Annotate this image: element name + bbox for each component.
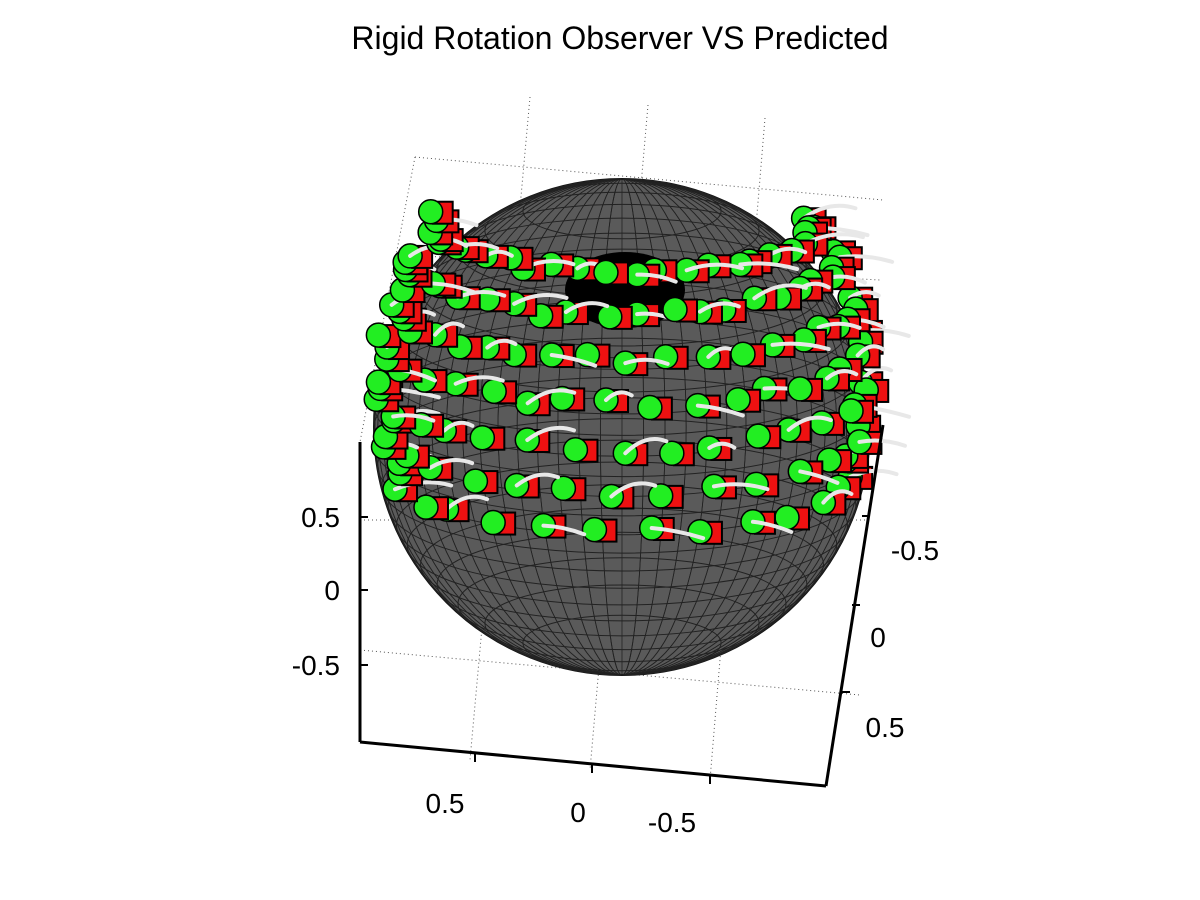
observed-marker [365, 322, 392, 348]
rotation-trace [549, 353, 598, 368]
observed-marker [469, 424, 496, 451]
observed-marker [637, 394, 663, 421]
observed-marker [462, 468, 489, 494]
y-tick-label: -0.5 [891, 535, 939, 566]
rotation-trace [433, 321, 465, 337]
rotation-trace [786, 415, 833, 432]
rotation-trace [649, 526, 706, 541]
observed-marker [730, 341, 756, 367]
observed-marker [365, 369, 392, 395]
observed-marker [687, 519, 713, 545]
observed-marker [659, 440, 685, 467]
observed-marker [597, 304, 623, 330]
y-tick-label: 0 [870, 622, 886, 653]
rotation-trace [444, 494, 490, 512]
rotation-trace [525, 426, 576, 443]
rotation-trace [391, 413, 436, 423]
chart-title: Rigid Rotation Observer VS Predicted [351, 20, 889, 56]
observed-marker [662, 296, 688, 323]
observed-marker [562, 436, 589, 463]
rotation-trace [485, 338, 518, 350]
rotation-trace [431, 281, 477, 295]
x-tick-label: -0.5 [648, 807, 696, 838]
rotation-trace [798, 469, 840, 485]
z-tick-label: 0.5 [301, 502, 340, 533]
x-tick-label: 0.5 [426, 788, 465, 819]
tick-marks [360, 515, 870, 784]
rotation-trace [541, 523, 587, 537]
rotation-trace [697, 301, 741, 314]
rotation-trace [752, 283, 808, 301]
rotation-trace [855, 344, 886, 358]
rotation-trace [711, 482, 770, 492]
rotation-trace [442, 420, 475, 433]
x-tick-label: 0 [570, 797, 586, 828]
rotation-trace [857, 438, 907, 448]
observed-marker [838, 398, 864, 424]
rotation-trace [848, 290, 881, 300]
data-markers [363, 198, 912, 545]
rotation-trace [635, 272, 678, 284]
rotation-trace [428, 458, 475, 470]
rotation-trace [623, 357, 670, 366]
observed-marker [550, 475, 577, 501]
rotation-trace [684, 262, 745, 273]
rotation-trace [707, 441, 737, 450]
z-tick-label: 0 [324, 575, 340, 606]
rotation-trace [821, 489, 854, 505]
observed-marker [481, 378, 507, 405]
rotation-trace [738, 261, 800, 272]
rotation-trace [830, 274, 867, 285]
rotation-trace [514, 472, 560, 488]
rotation-trace [848, 468, 899, 479]
rotation-trace [623, 437, 669, 456]
observed-marker [725, 386, 751, 413]
rotation-trace [750, 519, 794, 534]
sphere-mesh-ring [436, 531, 808, 637]
grid-line [359, 156, 416, 443]
y-tick-label: 0.5 [866, 712, 905, 743]
rotation-trace [604, 390, 634, 403]
observed-marker [581, 516, 608, 543]
sphere-mesh-ring [387, 439, 857, 572]
observed-marker [745, 423, 771, 449]
observed-marker [413, 494, 439, 520]
z-tick-label: -0.5 [292, 650, 340, 681]
rotation-trace [816, 321, 862, 330]
observed-marker [787, 376, 813, 402]
rotation-trace [767, 246, 808, 257]
rotation-trace [563, 301, 610, 315]
rotation-trace [512, 293, 569, 306]
observed-marker [593, 259, 619, 286]
rotation-trace [453, 375, 505, 386]
observed-marker [480, 509, 506, 536]
observed-marker [417, 198, 444, 225]
rotation-trace [609, 481, 658, 499]
rotation-trace [695, 403, 745, 418]
rotation-trace [824, 369, 859, 381]
observed-marker [809, 410, 835, 436]
sphere-mesh-ring [522, 614, 722, 672]
observed-marker [647, 483, 674, 509]
sphere-mesh-ring [522, 182, 722, 240]
rotation-trace [525, 388, 577, 406]
rotation-trace [770, 341, 831, 352]
